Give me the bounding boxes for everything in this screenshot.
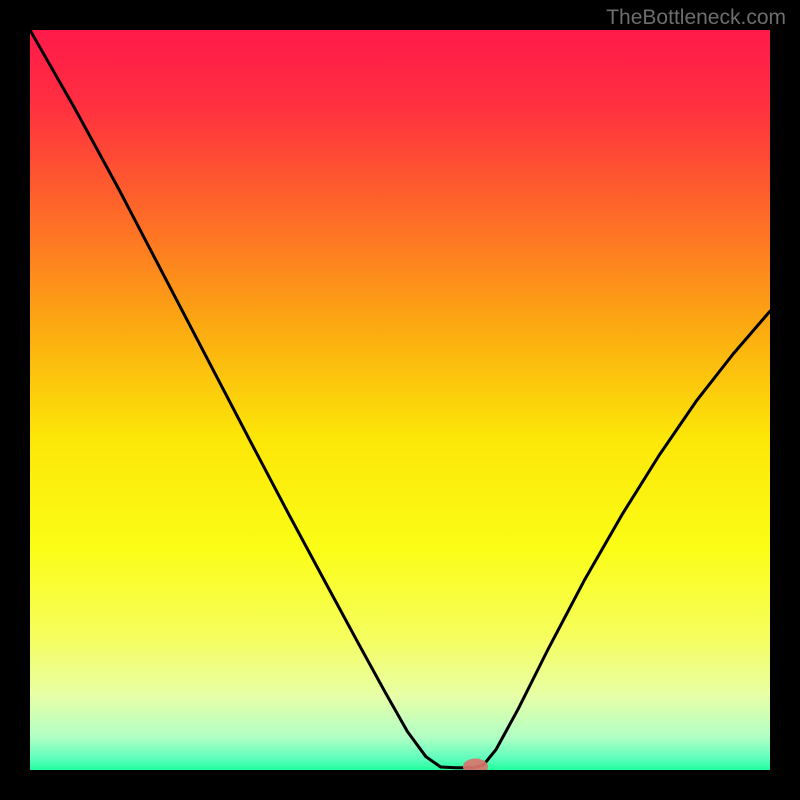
chart-container xyxy=(30,30,770,770)
chart-background xyxy=(30,30,770,770)
watermark-text: TheBottleneck.com xyxy=(606,6,786,30)
bottleneck-chart xyxy=(30,30,770,770)
